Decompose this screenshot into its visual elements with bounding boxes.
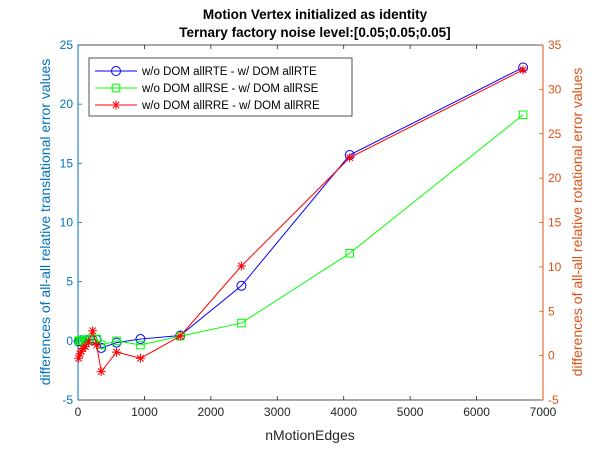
legend-item: w/o DOM allRTE - w/ DOM allRTE bbox=[95, 66, 317, 78]
y-right-tick-label: 25 bbox=[548, 127, 562, 141]
star-marker bbox=[345, 153, 355, 163]
chart-title: Motion Vertex initialized as identity bbox=[203, 7, 428, 22]
star-marker bbox=[84, 337, 94, 347]
y-axis-right: -5 0 5 10 15 20 25 30 35 bbox=[539, 38, 562, 407]
star-marker bbox=[76, 346, 86, 356]
y-left-tick-label: 25 bbox=[60, 38, 74, 52]
x-tick-label: 7000 bbox=[530, 405, 557, 419]
x-tick-label: 5000 bbox=[397, 405, 424, 419]
y-right-tick-label: 30 bbox=[548, 82, 562, 96]
legend-label: w/o DOM allRTE - w/ DOM allRTE bbox=[141, 66, 317, 78]
y-right-tick-label: 5 bbox=[548, 304, 555, 318]
legend-item: w/o DOM allRSE - w/ DOM allRSE bbox=[95, 83, 319, 95]
y-left-tick-label: 5 bbox=[66, 275, 73, 289]
star-marker bbox=[92, 340, 102, 350]
legend-label: w/o DOM allRRE - w/ DOM allRRE bbox=[141, 100, 320, 112]
legend-box bbox=[88, 57, 353, 117]
square-marker bbox=[237, 318, 246, 328]
star-marker bbox=[111, 100, 121, 110]
star-marker bbox=[135, 353, 145, 363]
y-right-tick-label: 0 bbox=[548, 349, 555, 363]
x-tick-label: 2000 bbox=[198, 405, 225, 419]
y-left-tick-label: 10 bbox=[60, 216, 74, 230]
x-tick-label: 3000 bbox=[264, 405, 291, 419]
y-right-tick-label: 20 bbox=[548, 171, 562, 185]
legend-item: w/o DOM allRRE - w/ DOM allRRE bbox=[95, 100, 320, 112]
star-marker bbox=[75, 349, 85, 359]
star-marker bbox=[175, 331, 185, 341]
square-marker bbox=[518, 110, 528, 120]
star-marker bbox=[112, 347, 122, 357]
star-marker bbox=[88, 326, 98, 336]
x-tick-label: 4000 bbox=[330, 405, 357, 419]
legend: w/o DOM allRTE - w/ DOM allRTE w/o DOM al… bbox=[88, 57, 353, 117]
star-marker bbox=[518, 65, 528, 75]
star-marker bbox=[96, 367, 106, 377]
square-marker bbox=[136, 340, 145, 350]
y-left-tick-label: 15 bbox=[60, 156, 74, 170]
circle-marker bbox=[236, 280, 247, 291]
y-right-tick-label: 15 bbox=[548, 216, 562, 230]
y-right-tick-label: 35 bbox=[548, 38, 562, 52]
legend-items: w/o DOM allRTE - w/ DOM allRTE w/o DOM al… bbox=[95, 66, 320, 112]
series-layer bbox=[73, 62, 529, 377]
chart-subtitle: Ternary factory noise level:[0.05;0.05;0… bbox=[179, 25, 450, 40]
series-square bbox=[74, 110, 528, 350]
square-marker bbox=[112, 336, 121, 346]
y-left-tick-label: 20 bbox=[60, 97, 74, 111]
y-axis-right-label: differences of all-all relative rotation… bbox=[569, 68, 585, 377]
square-marker bbox=[75, 336, 85, 346]
x-tick-label: 6000 bbox=[463, 405, 490, 419]
y-right-tick-label: 10 bbox=[548, 260, 562, 274]
y-left-tick-label: 0 bbox=[66, 334, 73, 348]
legend-label: w/o DOM allRSE - w/ DOM allRSE bbox=[141, 83, 319, 95]
circle-marker bbox=[111, 66, 121, 76]
star-marker bbox=[74, 353, 84, 363]
y-axis-left-label: differences of all-all relative translat… bbox=[37, 59, 53, 386]
star-marker bbox=[80, 342, 90, 352]
star-marker bbox=[236, 261, 246, 271]
x-axis: 0 1000 2000 3000 4000 5000 6000 7000 bbox=[75, 45, 557, 419]
series-star bbox=[74, 65, 528, 377]
y-right-tick-label: -5 bbox=[548, 393, 559, 407]
square-marker bbox=[345, 248, 354, 258]
circle-marker bbox=[135, 334, 146, 345]
x-tick-label: 1000 bbox=[131, 405, 158, 419]
x-tick-label: 0 bbox=[75, 405, 82, 419]
x-axis-label: nMotionEdges bbox=[265, 427, 355, 443]
circle-marker bbox=[111, 337, 122, 348]
y-left-tick-label: -5 bbox=[62, 393, 73, 407]
square-marker bbox=[111, 83, 121, 93]
